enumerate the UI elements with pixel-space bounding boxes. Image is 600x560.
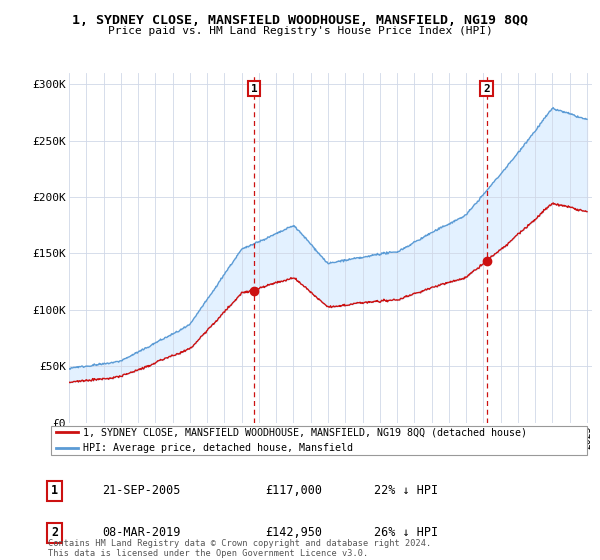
FancyBboxPatch shape xyxy=(51,426,587,455)
Text: 2: 2 xyxy=(483,83,490,94)
Text: HPI: Average price, detached house, Mansfield: HPI: Average price, detached house, Mans… xyxy=(83,442,353,452)
Text: £142,950: £142,950 xyxy=(265,526,322,539)
Text: 1, SYDNEY CLOSE, MANSFIELD WOODHOUSE, MANSFIELD, NG19 8QQ (detached house): 1, SYDNEY CLOSE, MANSFIELD WOODHOUSE, MA… xyxy=(83,427,527,437)
Text: Price paid vs. HM Land Registry's House Price Index (HPI): Price paid vs. HM Land Registry's House … xyxy=(107,26,493,36)
Text: 1: 1 xyxy=(251,83,257,94)
Text: 1, SYDNEY CLOSE, MANSFIELD WOODHOUSE, MANSFIELD, NG19 8QQ: 1, SYDNEY CLOSE, MANSFIELD WOODHOUSE, MA… xyxy=(72,14,528,27)
Text: 26% ↓ HPI: 26% ↓ HPI xyxy=(374,526,438,539)
Text: 21-SEP-2005: 21-SEP-2005 xyxy=(103,484,181,497)
Text: £117,000: £117,000 xyxy=(265,484,322,497)
Text: 1: 1 xyxy=(51,484,58,497)
Text: 2: 2 xyxy=(51,526,58,539)
Text: Contains HM Land Registry data © Crown copyright and database right 2024.
This d: Contains HM Land Registry data © Crown c… xyxy=(48,539,431,558)
Text: 08-MAR-2019: 08-MAR-2019 xyxy=(103,526,181,539)
Text: 22% ↓ HPI: 22% ↓ HPI xyxy=(374,484,438,497)
